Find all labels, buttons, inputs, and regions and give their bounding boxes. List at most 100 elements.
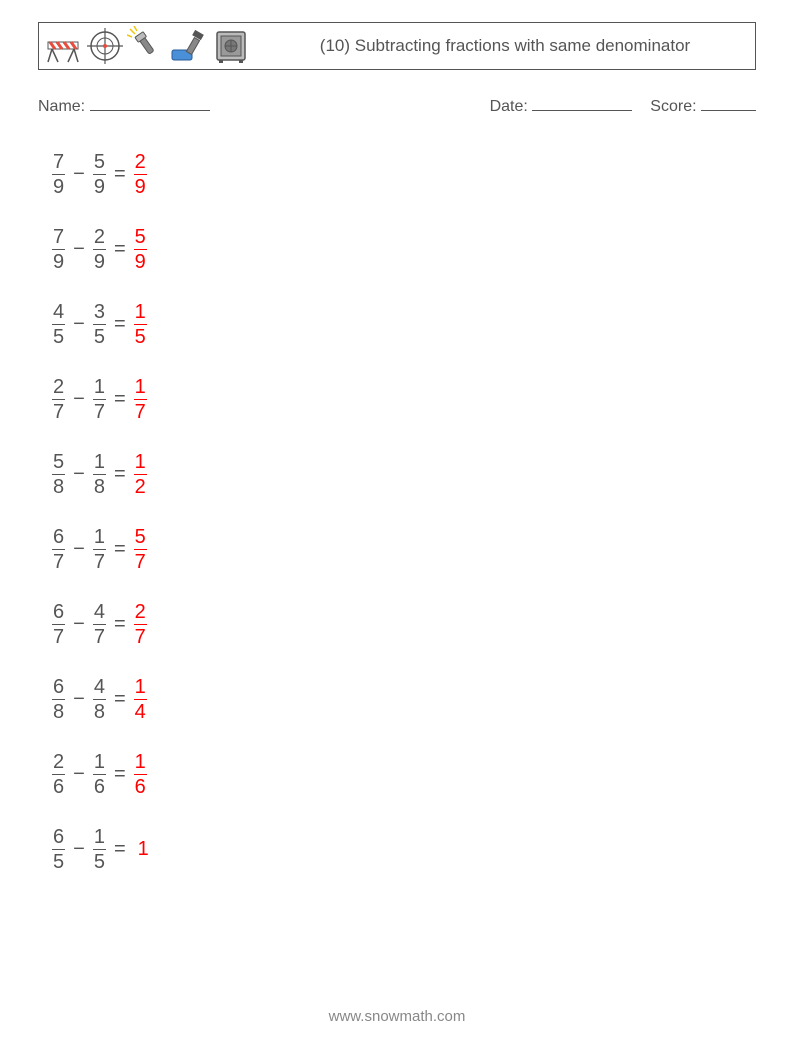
crosshair-icon: [85, 26, 125, 66]
denominator: 7: [134, 627, 147, 647]
numerator: 2: [52, 752, 65, 772]
problem-row: 27−17=17: [52, 377, 756, 422]
numerator: 1: [134, 377, 147, 397]
fraction: 65: [52, 827, 65, 872]
info-row: Name: Date: Score:: [38, 94, 756, 116]
problem-row: 79−59=29: [52, 152, 756, 197]
denominator: 7: [93, 552, 106, 572]
minus-operator: −: [73, 463, 85, 486]
icon-strip: [39, 23, 255, 69]
problem-row: 68−48=14: [52, 677, 756, 722]
denominator: 9: [52, 252, 65, 272]
numerator: 3: [93, 302, 106, 322]
worksheet-page: (10) Subtracting fractions with same den…: [0, 0, 794, 1053]
fraction: 45: [52, 302, 65, 347]
numerator: 1: [93, 377, 106, 397]
denominator: 8: [52, 477, 65, 497]
denominator: 9: [134, 252, 147, 272]
fraction-bar: [93, 699, 106, 700]
denominator: 5: [134, 327, 147, 347]
fraction: 68: [52, 677, 65, 722]
numerator: 7: [52, 227, 65, 247]
problem-row: 67−47=27: [52, 602, 756, 647]
fraction-bar: [134, 174, 147, 175]
numerator: 2: [134, 152, 147, 172]
score-label: Score:: [650, 98, 696, 115]
fraction-bar: [93, 324, 106, 325]
safe-icon: [211, 26, 251, 66]
numerator: 6: [52, 827, 65, 847]
numerator: 1: [134, 752, 147, 772]
fraction: 17: [93, 377, 106, 422]
problems-list: 79−59=2979−29=5945−35=1527−17=1758−18=12…: [38, 152, 756, 872]
fraction: 27: [52, 377, 65, 422]
fraction-bar: [52, 474, 65, 475]
denominator: 8: [93, 477, 106, 497]
fraction: 48: [93, 677, 106, 722]
fraction-bar: [52, 549, 65, 550]
fraction-bar: [93, 474, 106, 475]
denominator: 7: [52, 627, 65, 647]
minus-operator: −: [73, 388, 85, 411]
numerator: 1: [93, 527, 106, 547]
name-blank[interactable]: [90, 94, 210, 111]
fraction: 79: [52, 152, 65, 197]
minus-operator: −: [73, 838, 85, 861]
equals-sign: =: [114, 763, 126, 786]
denominator: 5: [52, 327, 65, 347]
equals-sign: =: [114, 163, 126, 186]
minus-operator: −: [73, 538, 85, 561]
fraction: 26: [52, 752, 65, 797]
fraction: 12: [134, 452, 147, 497]
fraction: 17: [134, 377, 147, 422]
equals-sign: =: [114, 838, 126, 861]
fraction: 27: [134, 602, 147, 647]
fraction-bar: [52, 774, 65, 775]
fraction: 59: [134, 227, 147, 272]
fraction: 57: [134, 527, 147, 572]
denominator: 5: [93, 852, 106, 872]
equals-sign: =: [114, 463, 126, 486]
fraction: 18: [93, 452, 106, 497]
equals-sign: =: [114, 538, 126, 561]
fraction-bar: [52, 624, 65, 625]
numerator: 2: [93, 227, 106, 247]
numerator: 1: [134, 452, 147, 472]
name-label: Name:: [38, 98, 85, 115]
numerator: 1: [93, 452, 106, 472]
denominator: 7: [134, 552, 147, 572]
date-label: Date:: [490, 98, 528, 115]
date-field: Date:: [490, 94, 633, 116]
fraction: 67: [52, 527, 65, 572]
score-blank[interactable]: [701, 94, 756, 111]
minus-operator: −: [73, 613, 85, 636]
barrier-icon: [43, 26, 83, 66]
name-field: Name:: [38, 94, 490, 116]
numerator: 5: [134, 527, 147, 547]
numerator: 4: [93, 677, 106, 697]
numerator: 6: [52, 602, 65, 622]
fraction: 16: [134, 752, 147, 797]
fraction: 14: [134, 677, 147, 722]
denominator: 4: [134, 702, 147, 722]
minus-operator: −: [73, 238, 85, 261]
fraction: 79: [52, 227, 65, 272]
minus-operator: −: [73, 688, 85, 711]
fraction-bar: [93, 399, 106, 400]
fraction-bar: [134, 399, 147, 400]
numerator: 1: [93, 827, 106, 847]
denominator: 5: [93, 327, 106, 347]
fraction-bar: [134, 549, 147, 550]
denominator: 7: [93, 402, 106, 422]
fraction: 47: [93, 602, 106, 647]
problem-row: 58−18=12: [52, 452, 756, 497]
problem-row: 67−17=57: [52, 527, 756, 572]
fraction: 67: [52, 602, 65, 647]
numerator: 4: [52, 302, 65, 322]
fraction-bar: [134, 774, 147, 775]
numerator: 1: [134, 302, 147, 322]
equals-sign: =: [114, 613, 126, 636]
denominator: 6: [52, 777, 65, 797]
fraction: 17: [93, 527, 106, 572]
date-blank[interactable]: [532, 94, 632, 111]
